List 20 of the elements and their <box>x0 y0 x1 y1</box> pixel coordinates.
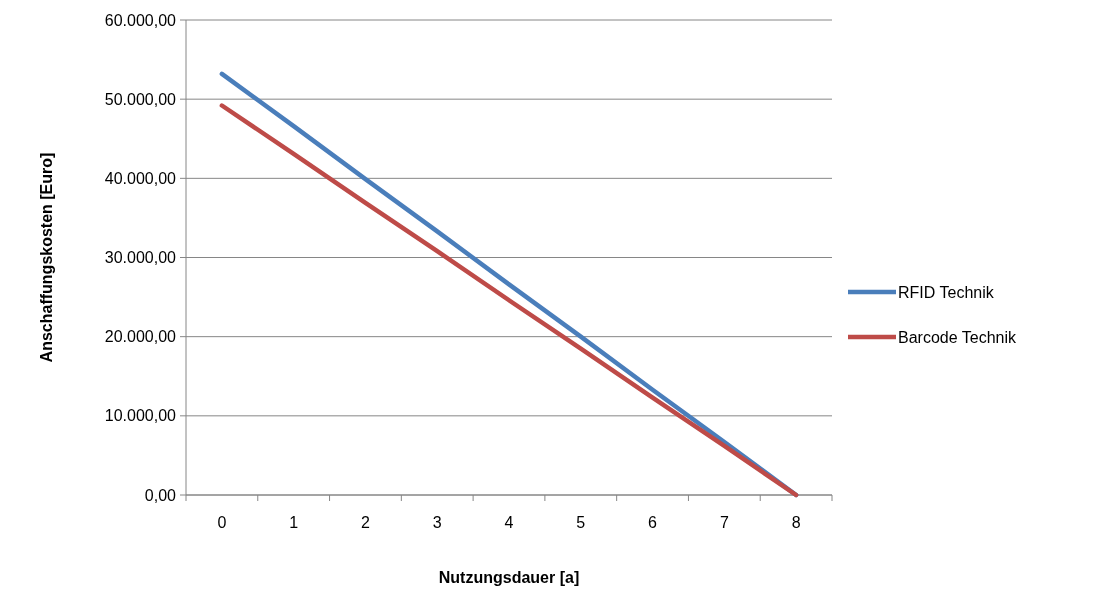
y-tick-label: 0,00 <box>144 486 177 504</box>
x-tick-label: 3 <box>432 514 442 531</box>
y-axis-title: Anschaffungskosten [Euro] <box>38 152 55 363</box>
y-tick-label: 50.000,00 <box>104 90 177 108</box>
x-tick-label: 7 <box>719 514 729 531</box>
legend-label: Barcode Technik <box>898 328 1017 346</box>
y-tick-label: 60.000,00 <box>104 11 177 29</box>
x-tick-label: 5 <box>576 514 586 531</box>
y-tick-label: 10.000,00 <box>104 407 177 425</box>
x-tick-label: 1 <box>289 514 299 531</box>
legend-label: RFID Technik <box>898 283 995 301</box>
x-tick-label: 8 <box>791 514 801 531</box>
x-axis-title: Nutzungsdauer [a] <box>438 569 580 586</box>
x-tick-label: 4 <box>504 514 514 531</box>
y-tick-label: 20.000,00 <box>104 328 177 346</box>
x-tick-label: 6 <box>648 514 658 531</box>
y-tick-label: 30.000,00 <box>104 249 177 267</box>
x-tick-label: 0 <box>217 514 227 531</box>
x-tick-label: 2 <box>360 514 370 531</box>
y-tick-label: 40.000,00 <box>104 169 177 187</box>
